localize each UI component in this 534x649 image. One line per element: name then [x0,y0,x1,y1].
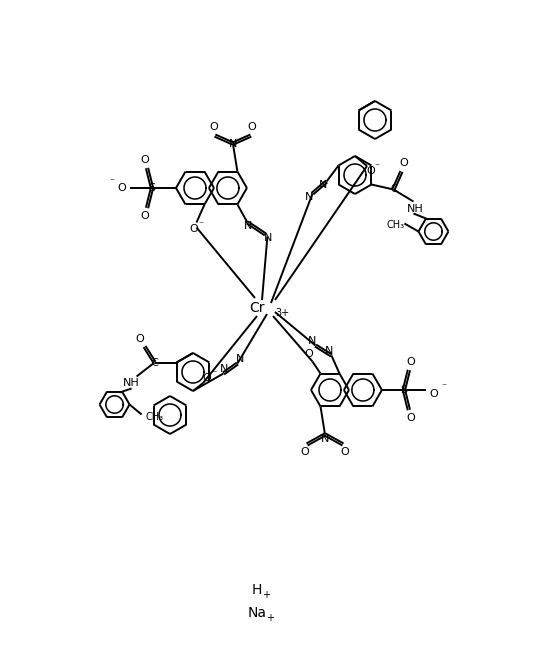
Text: O: O [140,155,150,165]
Text: N: N [321,434,329,445]
Text: O: O [117,183,127,193]
Text: H: H [252,583,262,597]
Text: N: N [308,336,317,345]
Text: O: O [429,389,438,399]
Text: N: N [229,138,237,149]
Text: O: O [135,334,144,343]
Text: O: O [341,447,349,458]
Text: O: O [406,413,415,423]
Text: CH₃: CH₃ [145,411,163,421]
Text: ⁻: ⁻ [109,177,115,187]
Text: O: O [406,357,415,367]
Text: O: O [248,121,256,132]
Text: 3+: 3+ [275,308,289,318]
Text: O: O [140,211,150,221]
Text: Na: Na [248,606,267,620]
Text: Cr: Cr [249,301,265,315]
Text: N: N [305,193,314,202]
Text: +: + [262,590,270,600]
Text: O: O [399,158,408,167]
Text: N: N [319,180,328,191]
Text: N: N [236,354,245,365]
Text: ⁻: ⁻ [313,345,318,356]
Text: S: S [400,385,407,395]
Text: N: N [244,221,253,232]
Text: NH: NH [407,204,424,215]
Text: O: O [367,166,375,176]
Text: C: C [390,184,397,195]
Text: O: O [209,121,218,132]
Text: C: C [151,358,158,367]
Text: ⁻: ⁻ [441,382,446,392]
Text: N: N [220,365,229,374]
Text: O: O [304,349,313,358]
Text: N: N [264,234,272,243]
Text: S: S [148,183,155,193]
Text: O: O [301,447,309,458]
Text: ⁻: ⁻ [374,162,380,172]
Text: NH: NH [123,378,140,387]
Text: ⁻: ⁻ [198,221,203,230]
Text: ⁻: ⁻ [211,369,217,379]
Text: O: O [202,373,211,383]
Text: N: N [325,345,334,356]
Text: +: + [266,613,274,623]
Text: O: O [189,225,198,234]
Text: CH₃: CH₃ [387,221,405,230]
